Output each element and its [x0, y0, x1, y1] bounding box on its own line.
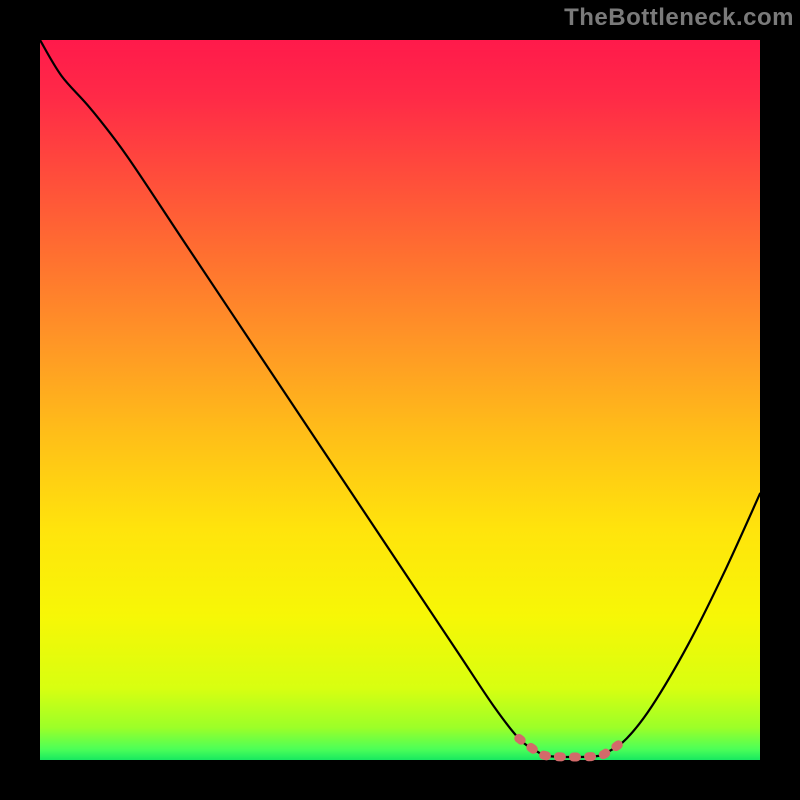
plot-area	[40, 40, 760, 760]
chart-stage: TheBottleneck.com	[0, 0, 800, 800]
chart-svg	[0, 0, 800, 800]
watermark: TheBottleneck.com	[564, 4, 794, 32]
